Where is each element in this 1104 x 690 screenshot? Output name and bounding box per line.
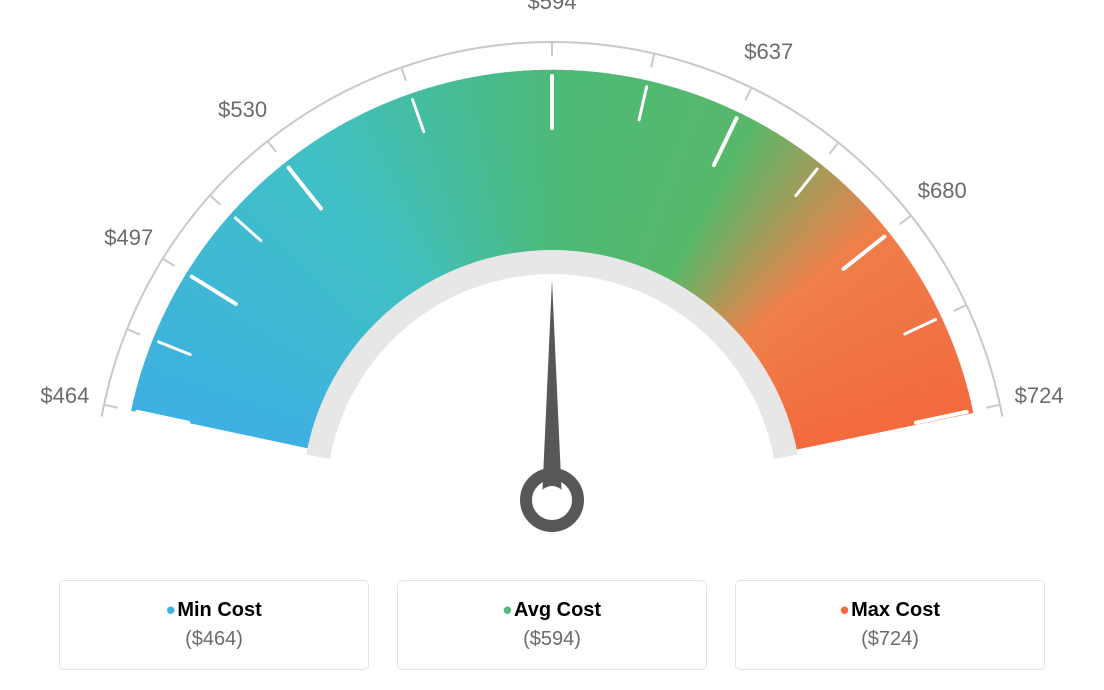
tick-label: $680 — [918, 178, 967, 204]
gauge-needle — [526, 280, 578, 526]
legend-title-text: Max Cost — [851, 599, 940, 622]
legend-title-text: Avg Cost — [514, 599, 601, 622]
tick-label: $594 — [528, 0, 577, 15]
legend-row: • Min Cost ($464) • Avg Cost ($594) • Ma… — [0, 580, 1104, 670]
legend-value-max: ($724) — [861, 628, 919, 651]
legend-title-avg: • Avg Cost — [503, 599, 601, 622]
tick-label: $724 — [1015, 383, 1064, 409]
legend-card-avg: • Avg Cost ($594) — [397, 580, 707, 670]
legend-title-max: • Max Cost — [840, 599, 940, 622]
tick-label: $464 — [40, 383, 89, 409]
tick-label: $530 — [218, 97, 267, 123]
legend-value-min: ($464) — [185, 628, 243, 651]
legend-card-max: • Max Cost ($724) — [735, 580, 1045, 670]
legend-value-avg: ($594) — [523, 628, 581, 651]
gauge-chart-container: $464 $497 $530 $594 $637 $680 $724 • Min Cost … — [0, 0, 1104, 690]
dot-icon: • — [166, 600, 175, 620]
gauge-area: $464 $497 $530 $594 $637 $680 $724 — [0, 0, 1104, 560]
dot-icon: • — [503, 600, 512, 620]
legend-title-text: Min Cost — [177, 599, 261, 622]
gauge-svg — [0, 0, 1104, 560]
dot-icon: • — [840, 600, 849, 620]
tick-label: $637 — [744, 39, 793, 65]
legend-title-min: • Min Cost — [166, 599, 262, 622]
legend-card-min: • Min Cost ($464) — [59, 580, 369, 670]
tick-label: $497 — [104, 225, 153, 251]
